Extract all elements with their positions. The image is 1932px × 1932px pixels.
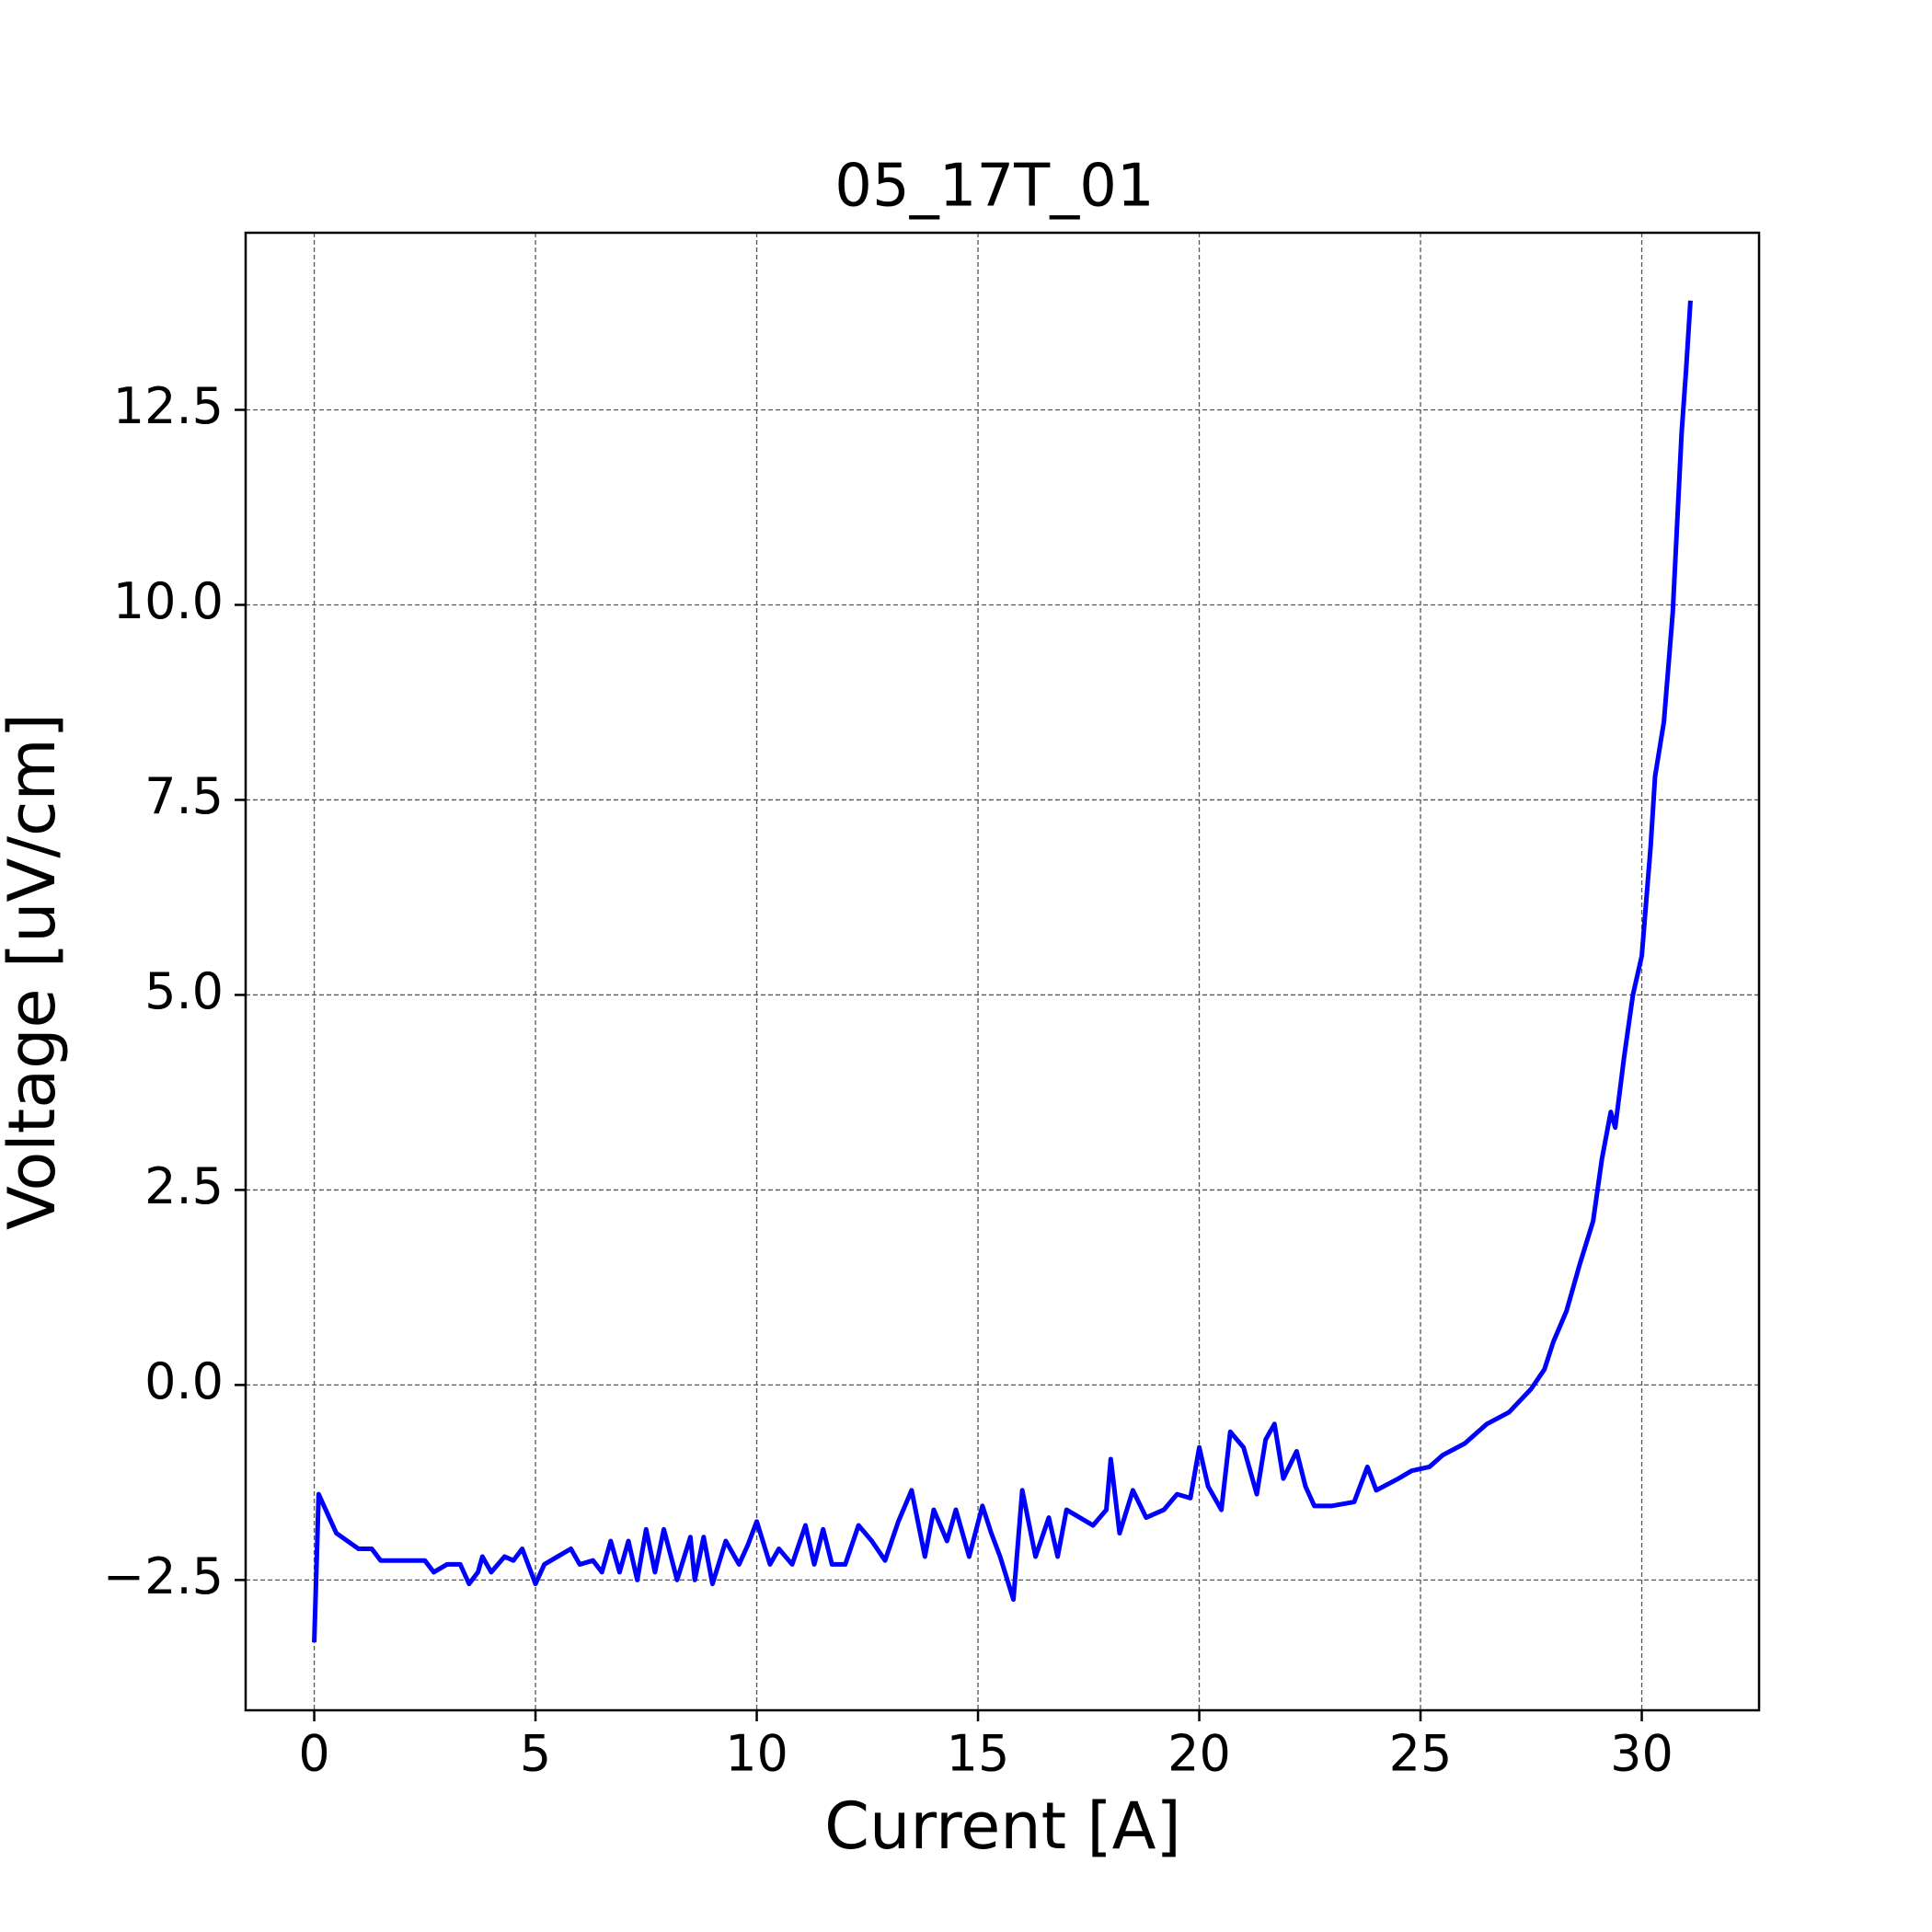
x-tick-label: 15 [947,1725,1010,1783]
x-tick-label: 30 [1610,1725,1673,1783]
y-tick-label: 5.0 [144,962,224,1020]
plot-frame [244,231,1761,1712]
x-axis-label: Current [A] [824,1788,1181,1864]
y-tick-label: 12.5 [113,377,224,435]
y-axis-label: Voltage [uV/cm] [0,713,70,1230]
chart-title: 05_17T_01 [834,153,1154,221]
x-tick-label: 0 [298,1725,329,1783]
data-line [312,300,1693,1643]
x-tick-label: 10 [725,1725,788,1783]
x-tick-label: 25 [1389,1725,1453,1783]
y-tick-label: 2.5 [144,1157,224,1215]
y-tick-label: 7.5 [144,767,224,825]
y-tick-label: 10.0 [113,572,224,630]
y-tick-label: 0.0 [144,1352,224,1410]
x-tick-label: 5 [520,1725,551,1783]
y-tick-label: −2.5 [103,1547,224,1605]
x-tick-label: 20 [1167,1725,1231,1783]
